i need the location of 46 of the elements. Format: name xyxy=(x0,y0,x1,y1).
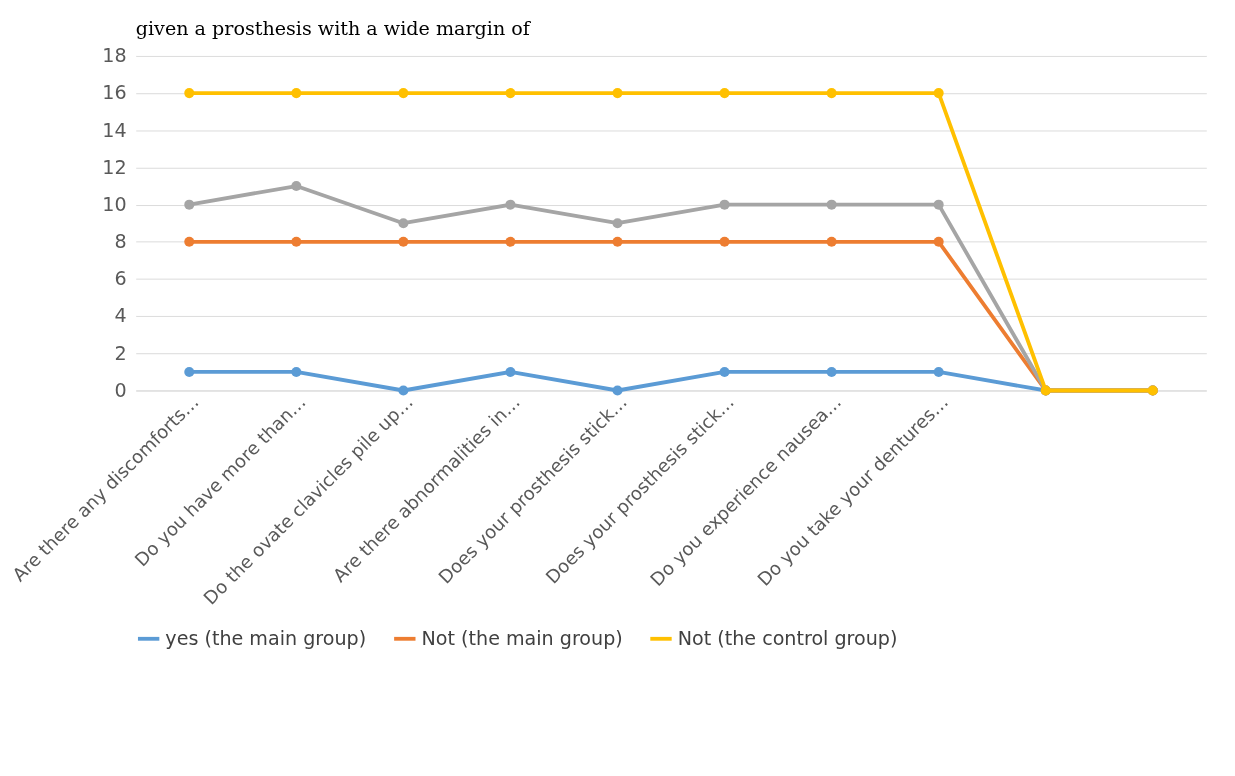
point xyxy=(398,236,409,247)
point xyxy=(398,218,409,229)
point xyxy=(291,236,302,247)
y-tick-label: 10 xyxy=(102,192,127,216)
point xyxy=(291,366,302,377)
chart-title: given a prosthesis with a wide margin of xyxy=(135,16,532,40)
point xyxy=(719,199,730,210)
point xyxy=(505,366,516,377)
point xyxy=(612,218,623,229)
point xyxy=(612,236,623,247)
y-tick-label: 6 xyxy=(114,267,127,291)
point xyxy=(933,199,944,210)
legend-label: yes (the main group) xyxy=(165,626,367,650)
point xyxy=(184,88,195,99)
point xyxy=(826,366,837,377)
y-tick-label: 16 xyxy=(102,81,127,105)
y-tick-label: 0 xyxy=(114,378,127,402)
point xyxy=(612,88,623,99)
point xyxy=(612,385,623,396)
legend-label: Not (the main group) xyxy=(421,626,623,650)
point xyxy=(184,236,195,247)
point xyxy=(719,366,730,377)
point xyxy=(719,236,730,247)
point xyxy=(184,366,195,377)
point xyxy=(291,181,302,192)
point xyxy=(505,236,516,247)
y-tick-label: 18 xyxy=(102,44,127,68)
point xyxy=(826,88,837,99)
y-tick-label: 12 xyxy=(102,155,127,179)
point xyxy=(398,88,409,99)
y-tick-label: 2 xyxy=(114,341,127,365)
point xyxy=(291,88,302,99)
point xyxy=(826,199,837,210)
point xyxy=(398,385,409,396)
point xyxy=(505,88,516,99)
point xyxy=(826,236,837,247)
point xyxy=(933,236,944,247)
y-tick-label: 8 xyxy=(114,230,127,254)
point xyxy=(505,199,516,210)
point xyxy=(184,199,195,210)
point xyxy=(933,366,944,377)
point xyxy=(933,88,944,99)
legend-label: Not (the control group) xyxy=(677,626,898,650)
y-tick-label: 14 xyxy=(102,118,127,142)
point xyxy=(719,88,730,99)
y-tick-label: 4 xyxy=(114,304,127,328)
